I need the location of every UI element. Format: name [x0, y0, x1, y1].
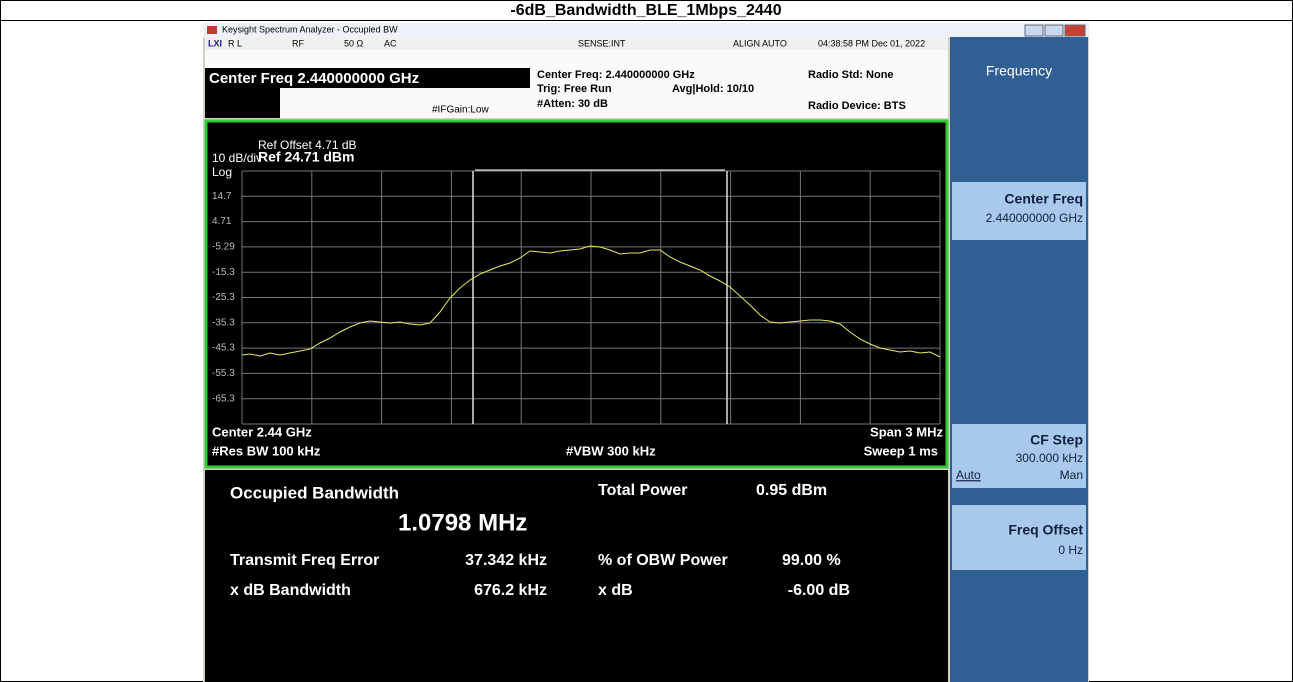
y-tick-label: -65.3 [212, 393, 235, 404]
y-tick-label: 14.7 [212, 191, 232, 202]
xdb-value: -6.00 dB [788, 582, 850, 599]
cf-step-man: Man [1060, 468, 1083, 482]
center-label: Center 2.44 GHz [212, 424, 312, 439]
status-coupling: AC [384, 38, 397, 48]
header-center-freq: Center Freq 2.440000000 GHz [209, 70, 419, 87]
min-button[interactable] [1024, 24, 1044, 37]
span-label: Span 3 MHz [870, 424, 943, 439]
header-radio-device: Radio Device: BTS [808, 100, 906, 112]
status-bar [205, 37, 948, 50]
trace [241, 245, 941, 358]
center-freq-key-label: Center Freq [1004, 191, 1083, 207]
ref-offset: Ref Offset 4.71 dB [258, 138, 357, 152]
y-tick-label: -25.3 [212, 292, 235, 303]
window-title: Keysight Spectrum Analyzer - Occupied BW [222, 24, 398, 34]
vbw: #VBW 300 kHz [566, 443, 656, 458]
black-box [205, 88, 280, 118]
header-avg-hold: Avg|Hold: 10/10 [672, 83, 754, 95]
lxi-icon: LXI [208, 38, 222, 48]
status-datetime: 04:38:58 PM Dec 01, 2022 [818, 38, 925, 48]
xdb-bw-label: x dB Bandwidth [230, 582, 351, 599]
page-title: -6dB_Bandwidth_BLE_1Mbps_2440 [510, 2, 781, 19]
xdb-bw-value: 676.2 kHz [474, 582, 547, 599]
tfe-value: 37.342 kHz [465, 552, 547, 569]
obw-value: 1.0798 MHz [398, 509, 527, 536]
obw-label: Occupied Bandwidth [230, 483, 399, 502]
tfe-label: Transmit Freq Error [230, 552, 379, 569]
ref-level: Ref 24.71 dBm [258, 149, 354, 165]
res-bw: #Res BW 100 kHz [212, 443, 321, 458]
obw-power-label: % of OBW Power [598, 552, 728, 569]
app-icon [207, 26, 217, 34]
y-tick-label: -55.3 [212, 368, 235, 379]
header-center-info: Center Freq: 2.440000000 GHz [537, 69, 695, 81]
obw-power-value: 99.00 % [782, 552, 841, 569]
freq-offset-key[interactable] [952, 505, 1086, 570]
sweep: Sweep 1 ms [864, 443, 938, 458]
results-panel [205, 470, 948, 682]
menu-title: Frequency [986, 63, 1052, 79]
header-trig: Trig: Free Run [537, 83, 612, 95]
center-freq-key-value: 2.440000000 GHz [986, 211, 1083, 225]
header-atten: #Atten: 30 dB [537, 98, 608, 110]
graph-panel [204, 119, 949, 469]
freq-offset-key-label: Freq Offset [1008, 522, 1083, 538]
log-label: Log [212, 165, 232, 179]
status-rl: R L [228, 38, 242, 48]
center-freq-box [205, 68, 530, 88]
status-align: ALIGN AUTO [733, 38, 787, 48]
y-tick-label: -5.29 [212, 242, 235, 253]
scale: 10 dB/div [212, 151, 262, 165]
max-button[interactable] [1044, 24, 1064, 37]
y-tick-label: 4.71 [212, 216, 232, 227]
center-freq-key[interactable] [952, 182, 1086, 240]
status-impedance: 50 Ω [344, 38, 364, 48]
y-tick-label: -45.3 [212, 343, 235, 354]
header-radio-std: Radio Std: None [808, 69, 894, 81]
close-button[interactable] [1064, 24, 1086, 37]
header-if-gain: #IFGain:Low [432, 105, 489, 116]
y-tick-label: -35.3 [212, 317, 235, 328]
cf-step-key-value: 300.000 kHz [1016, 451, 1083, 465]
cf-step-key-label: CF Step [1030, 432, 1083, 448]
y-tick-label: -15.3 [212, 267, 235, 278]
freq-offset-key-value: 0 Hz [1058, 543, 1083, 557]
cf-step-auto: Auto [956, 468, 981, 482]
cf-step-key[interactable] [952, 424, 1086, 488]
xdb-label: x dB [598, 582, 633, 599]
status-sense: SENSE:INT [578, 38, 626, 48]
total-power-label: Total Power [598, 482, 688, 499]
status-rf: RF [292, 38, 304, 48]
total-power-value: 0.95 dBm [756, 482, 827, 499]
softkey-panel [950, 37, 1088, 682]
title-bar [203, 23, 1089, 37]
